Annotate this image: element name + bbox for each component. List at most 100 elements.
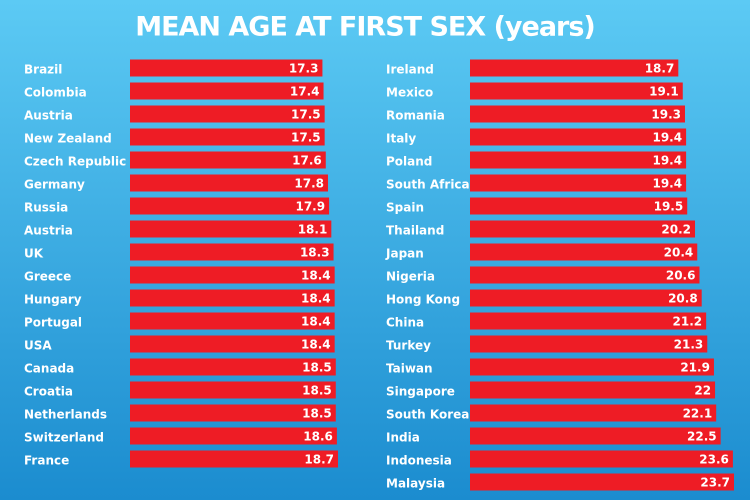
value-label: 18.7 (645, 62, 675, 76)
category-label: UK (24, 247, 44, 261)
category-label: Turkey (386, 339, 431, 353)
bar (130, 312, 335, 330)
value-label: 18.1 (298, 223, 328, 237)
value-label: 18.6 (303, 430, 333, 444)
category-label: Netherlands (24, 408, 107, 422)
value-label: 20.2 (661, 223, 691, 237)
category-label: Austria (24, 224, 73, 238)
chart-title: MEAN AGE AT FIRST SEX (years) (135, 12, 595, 43)
bar (130, 197, 330, 215)
category-label: India (386, 431, 420, 445)
bar (130, 151, 326, 169)
bar (470, 59, 679, 77)
bar (470, 197, 688, 215)
value-label: 22.5 (687, 430, 717, 444)
bar (470, 220, 696, 238)
bar (130, 289, 335, 307)
category-label: Indonesia (386, 454, 452, 468)
category-label: Thailand (386, 224, 444, 238)
category-label: Malaysia (386, 477, 445, 491)
value-label: 21.9 (680, 361, 710, 375)
bar (470, 266, 700, 284)
category-label: Canada (24, 362, 74, 376)
category-label: Germany (24, 178, 85, 192)
bar (130, 59, 323, 77)
category-label: Czech Republic (24, 155, 126, 169)
value-label: 23.7 (700, 476, 730, 490)
value-label: 20.4 (664, 246, 694, 260)
bar (470, 427, 721, 445)
bar (470, 335, 708, 353)
value-label: 18.4 (301, 269, 331, 283)
category-label: Russia (24, 201, 68, 215)
bar (130, 266, 335, 284)
value-label: 19.3 (651, 108, 681, 122)
category-label: Japan (385, 247, 424, 261)
category-label: Austria (24, 109, 73, 123)
category-label: Greece (24, 270, 71, 284)
value-label: 19.4 (652, 154, 682, 168)
bar (130, 220, 332, 238)
bar (470, 105, 685, 123)
value-label: 18.5 (302, 361, 332, 375)
bar (470, 174, 687, 192)
value-label: 20.8 (668, 292, 698, 306)
value-label: 18.4 (301, 338, 331, 352)
value-label: 17.6 (292, 154, 322, 168)
bar (470, 312, 707, 330)
bar (130, 174, 328, 192)
value-label: 17.9 (295, 200, 325, 214)
category-label: Poland (386, 155, 432, 169)
category-label: Switzerland (24, 431, 104, 445)
bar (470, 450, 733, 468)
value-label: 19.4 (652, 177, 682, 191)
category-label: South Korea (386, 408, 469, 422)
category-label: Mexico (386, 86, 433, 100)
bar (130, 243, 334, 261)
bar (470, 243, 698, 261)
bar (130, 381, 336, 399)
category-label: USA (24, 339, 52, 353)
bar (470, 289, 702, 307)
value-label: 18.4 (301, 315, 331, 329)
value-label: 17.3 (289, 62, 319, 76)
value-label: 17.5 (291, 131, 321, 145)
bar (470, 473, 734, 491)
bar (470, 82, 683, 100)
value-label: 18.5 (302, 384, 332, 398)
category-label: Portugal (24, 316, 82, 330)
category-label: Croatia (24, 385, 73, 399)
category-label: Nigeria (386, 270, 435, 284)
value-label: 18.7 (304, 453, 334, 467)
category-label: Italy (386, 132, 416, 146)
value-label: 19.5 (654, 200, 684, 214)
category-label: South Africa (386, 178, 470, 192)
value-label: 17.5 (291, 108, 321, 122)
bar (470, 381, 716, 399)
value-label: 17.8 (294, 177, 324, 191)
category-label: China (386, 316, 424, 330)
value-label: 20.6 (666, 269, 696, 283)
bar (130, 82, 324, 100)
bar (470, 128, 687, 146)
value-label: 22 (694, 384, 711, 398)
value-label: 23.6 (699, 453, 729, 467)
bar (130, 404, 336, 422)
value-label: 19.4 (652, 131, 682, 145)
category-label: Spain (386, 201, 424, 215)
value-label: 22.1 (683, 407, 713, 421)
bar (130, 358, 336, 376)
category-label: Ireland (386, 63, 434, 77)
bar (130, 335, 335, 353)
value-label: 18.5 (302, 407, 332, 421)
category-label: France (24, 454, 69, 468)
value-label: 19.1 (649, 85, 679, 99)
bar (130, 450, 338, 468)
category-label: Romania (386, 109, 445, 123)
bar (130, 128, 325, 146)
value-label: 21.2 (673, 315, 703, 329)
bar (470, 151, 687, 169)
category-label: Taiwan (386, 362, 433, 376)
category-label: Hong Kong (386, 293, 460, 307)
